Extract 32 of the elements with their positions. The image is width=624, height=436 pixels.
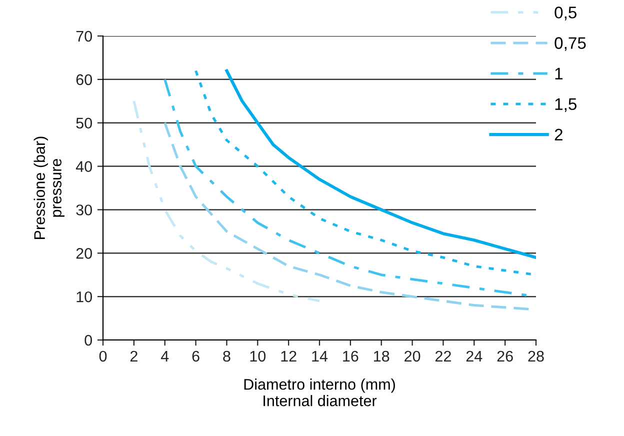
- y-tick-label: 40: [76, 161, 92, 172]
- y-tick-label: 70: [76, 30, 92, 42]
- x-tick-label: 2: [130, 350, 138, 362]
- x-tick-label: 26: [497, 350, 513, 362]
- y-tick-label: 0: [84, 334, 92, 346]
- x-axis-title: Diametro interno (mm) Internal diameter: [244, 378, 395, 406]
- y-tick-label: 10: [76, 291, 92, 302]
- legend-label: 0,75: [554, 37, 586, 51]
- x-tick-label: 22: [435, 350, 451, 362]
- y-tick-label: 60: [76, 74, 92, 86]
- x-tick-label: 8: [223, 350, 230, 362]
- y-tick-label: 30: [76, 204, 92, 216]
- legend-label: 2: [554, 128, 562, 140]
- y-tick-label: 50: [76, 118, 92, 129]
- x-tick-label: 24: [466, 350, 482, 362]
- x-tick-label: 14: [312, 350, 328, 362]
- legend-label: 1,5: [555, 98, 577, 112]
- x-tick-label: 20: [404, 350, 420, 362]
- x-tick-label: 10: [250, 350, 266, 362]
- x-tick-label: 12: [281, 350, 296, 362]
- x-tick-label: 6: [192, 350, 200, 362]
- x-tick-label: 28: [528, 350, 544, 362]
- line-series: [132, 100, 321, 302]
- x-tick-label: 4: [160, 350, 169, 362]
- legend-label: 1: [555, 68, 562, 80]
- y-axis-title: Pressione (bar) pressure: [34, 136, 64, 239]
- y-tick-label: 20: [76, 248, 92, 259]
- legend-label: 0,5: [554, 6, 577, 20]
- x-tick-label: 16: [343, 350, 358, 362]
- x-tick-label: 0: [99, 350, 107, 362]
- line-series: [225, 69, 536, 260]
- x-tick-label: 18: [374, 350, 390, 362]
